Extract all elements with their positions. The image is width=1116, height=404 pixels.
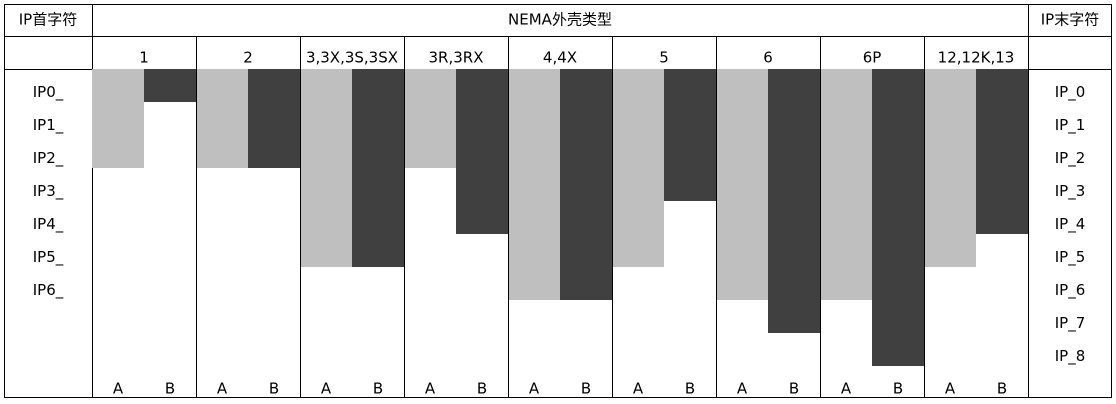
bar <box>404 69 456 168</box>
bar <box>352 69 404 267</box>
right-axis-label: IP末字符 <box>1041 11 1099 29</box>
right-tick-label: IP_4 <box>1055 215 1086 234</box>
series-label: B <box>373 380 383 398</box>
series-label: B <box>165 380 175 398</box>
left-axis-label: IP首字符 <box>19 11 77 29</box>
left-tick-label: IP2_ <box>33 149 64 168</box>
left-tick-label: IP6_ <box>33 281 64 300</box>
category-label: 1 <box>139 49 149 67</box>
bar <box>664 69 716 201</box>
right-tick-label: IP_8 <box>1055 347 1086 366</box>
category-label: 3R,3RX <box>429 49 484 67</box>
series-label: A <box>113 380 124 398</box>
series-label: B <box>685 380 695 398</box>
series-label: A <box>321 380 332 398</box>
right-tick-label: IP_3 <box>1055 182 1086 201</box>
bar <box>768 69 820 333</box>
category-label: 4,4X <box>543 49 577 67</box>
bar <box>716 69 768 300</box>
bar <box>924 69 976 267</box>
right-tick-label: IP_5 <box>1055 248 1086 267</box>
series-label: A <box>217 380 228 398</box>
series-label: A <box>529 380 540 398</box>
series-label: A <box>737 380 748 398</box>
category-label: 6 <box>763 49 773 67</box>
bar <box>248 69 300 168</box>
bar <box>872 69 924 366</box>
left-tick-label: IP1_ <box>33 116 64 135</box>
category-label: 5 <box>659 49 669 67</box>
bar <box>560 69 612 300</box>
bar <box>820 69 872 300</box>
series-label: A <box>633 380 644 398</box>
right-tick-label: IP_7 <box>1055 314 1086 333</box>
bar <box>196 69 248 168</box>
right-tick-label: IP_1 <box>1055 116 1086 135</box>
series-label: B <box>477 380 487 398</box>
bar <box>612 69 664 267</box>
bar <box>976 69 1028 234</box>
series-label: B <box>789 380 799 398</box>
bar <box>508 69 560 300</box>
series-label: A <box>425 380 436 398</box>
right-tick-label: IP_2 <box>1055 149 1086 168</box>
bar <box>456 69 508 234</box>
bar <box>300 69 352 267</box>
series-label: B <box>997 380 1007 398</box>
left-tick-label: IP0_ <box>33 83 64 102</box>
chart-title: NEMA外壳类型 <box>508 11 612 29</box>
category-label: 3,3X,3S,3SX <box>306 49 398 67</box>
series-label: A <box>945 380 956 398</box>
right-tick-label: IP_0 <box>1055 83 1086 102</box>
left-tick-label: IP5_ <box>33 248 64 267</box>
category-label: 12,12K,13 <box>938 49 1015 67</box>
series-label: B <box>269 380 279 398</box>
bar <box>92 69 144 168</box>
series-label: B <box>893 380 903 398</box>
right-tick-label: IP_6 <box>1055 281 1086 300</box>
table-border <box>4 4 1112 398</box>
category-label: 2 <box>243 49 253 67</box>
left-tick-label: IP3_ <box>33 182 64 201</box>
left-tick-label: IP4_ <box>33 215 64 234</box>
series-label: A <box>841 380 852 398</box>
category-label: 6P <box>863 49 882 67</box>
bar <box>144 69 196 102</box>
series-label: B <box>581 380 591 398</box>
